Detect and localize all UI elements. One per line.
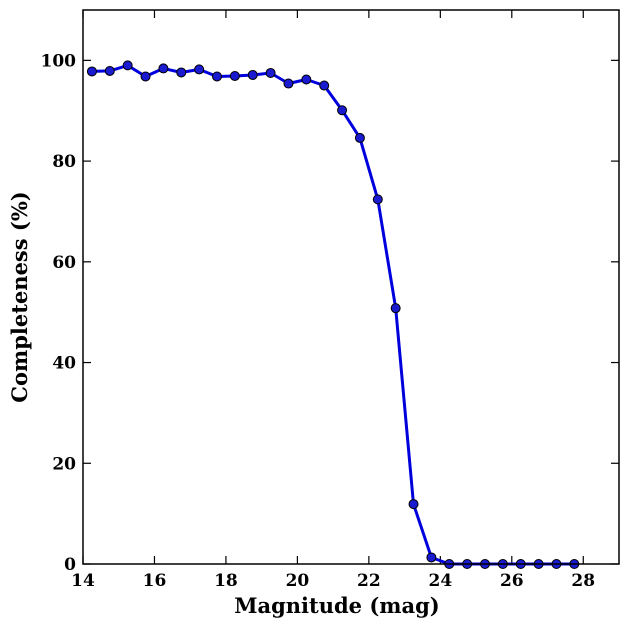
x-tick-label: 18 [214,571,238,591]
data-point [408,499,419,510]
x-tick-label: 14 [71,571,95,591]
data-point [283,78,294,89]
data-point [194,64,205,75]
y-tick-label: 0 [64,555,76,575]
data-point [86,66,97,77]
plot-area [83,10,619,564]
x-tick-label: 24 [428,571,452,591]
y-tick-label: 20 [52,454,76,474]
tick-labels: 14 16 18 20 22 24 26 28 0 20 40 60 80 100 [41,51,596,591]
x-axis-label: Magnitude (mag) [234,593,440,618]
data-point [140,71,151,82]
data-point [354,132,365,143]
y-tick-label: 40 [52,354,76,374]
data-point [247,69,258,80]
y-axis-label: Completeness (%) [7,191,32,402]
y-tick-label: 80 [52,152,76,172]
data-point [212,71,222,82]
data-point [158,63,169,74]
x-tick-label: 26 [500,571,524,591]
y-tick-label: 100 [41,51,77,71]
x-tick-label: 28 [571,571,595,591]
data-point [319,80,330,91]
data-point [390,303,401,314]
plot-frame [82,9,620,565]
x-tick-label: 22 [357,571,381,591]
data-point [176,67,187,78]
x-tick-label: 20 [286,571,310,591]
data-point [337,105,348,116]
data-point [104,65,115,76]
data-point [265,67,276,78]
data-point [301,74,312,85]
data-point [122,60,133,71]
data-point [426,552,437,563]
data-point [372,194,383,205]
data-point [229,70,240,81]
y-tick-label: 60 [52,253,76,273]
x-tick-label: 16 [143,571,167,591]
